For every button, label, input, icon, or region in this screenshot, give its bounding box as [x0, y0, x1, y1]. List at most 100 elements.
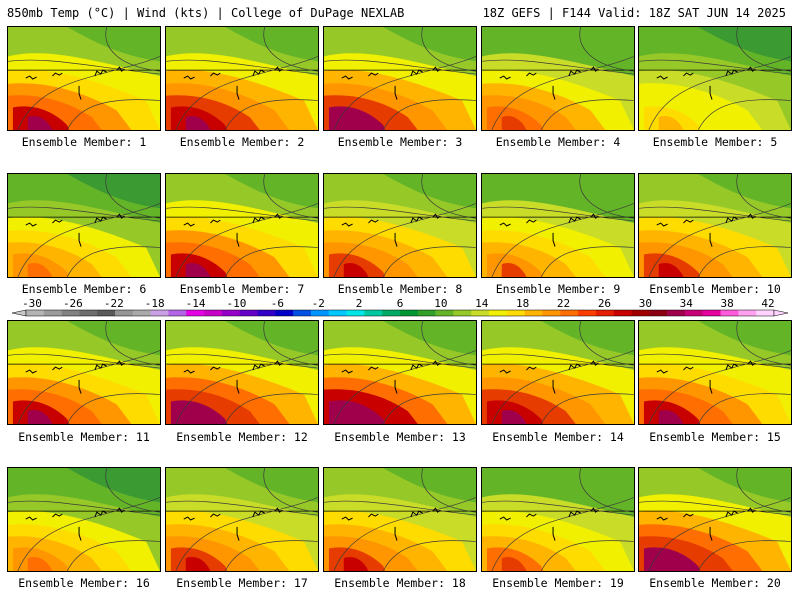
temp-shade-layer: [501, 116, 527, 130]
isotherm-contour: [324, 353, 476, 369]
coastline: [590, 66, 599, 72]
coastline: [78, 232, 82, 247]
ensemble-member-label: Ensemble Member: 2: [179, 135, 305, 149]
isotherm-contour: [175, 203, 318, 277]
coastline: [236, 85, 240, 100]
isotherm-contour: [166, 500, 318, 516]
colorbar-segment: [560, 310, 579, 316]
isotherm-contour: [697, 540, 791, 571]
cool-region: [225, 27, 318, 62]
coastline: [683, 219, 694, 224]
colorbar-segment: [346, 310, 365, 316]
colorbar-tick-label: -18: [145, 297, 165, 310]
isotherm-contour: [540, 540, 634, 571]
coastline: [274, 360, 283, 366]
coastline: [94, 510, 107, 518]
colorbar-segment: [453, 310, 472, 316]
temperature-colorbar: -30 -26 -22 -18 -14 -10 -6 -2 2 6 10 14 18 22 26 30 34 38…: [12, 297, 788, 317]
isotherm-contour: [8, 59, 160, 75]
isotherm-contour: [17, 203, 160, 277]
isotherm-contour: [66, 540, 160, 571]
isotherm-contour: [324, 206, 476, 222]
ensemble-member-label: Ensemble Member: 3: [337, 135, 463, 149]
ensemble-member-label: Ensemble Member: 15: [649, 430, 781, 444]
isotherm-contour: [639, 206, 791, 222]
colorbar-tick-label: 22: [557, 297, 570, 310]
ensemble-member-label: Ensemble Member: 4: [495, 135, 621, 149]
isotherm-contour: [105, 27, 160, 72]
isotherm-contour: [333, 350, 476, 424]
colorbar-segment: [275, 310, 294, 316]
coastline: [183, 369, 195, 374]
coastline: [341, 516, 353, 521]
ensemble-map-6: [7, 173, 161, 278]
colorbar-tick-label: -10: [227, 297, 247, 310]
isotherm-contour: [333, 203, 476, 277]
colorbar-tick-label: -14: [186, 297, 206, 310]
colorbar-segment: [435, 310, 454, 316]
colorbar-tick-label: 34: [680, 297, 694, 310]
coastline: [590, 213, 599, 219]
coastline: [590, 507, 599, 513]
isotherm-contour: [224, 246, 318, 277]
isotherm-contour: [66, 246, 160, 277]
coastline: [526, 219, 537, 224]
colorbar-segment: [667, 310, 686, 316]
colorbar-tick-label: -2: [312, 297, 325, 310]
coastline: [656, 369, 668, 374]
coastline: [52, 72, 63, 77]
isotherm-contour: [382, 246, 476, 277]
isotherm-contour: [639, 353, 791, 369]
ensemble-map-13: [323, 320, 477, 425]
colorbar-tick-label: 2: [356, 297, 363, 310]
temp-shade-layer: [343, 410, 369, 424]
isotherm-contour: [17, 497, 160, 571]
ensemble-map-4: [481, 26, 635, 131]
isotherm-contour: [639, 59, 791, 75]
ensemble-member-label: Ensemble Member: 14: [492, 430, 624, 444]
coastline: [94, 216, 107, 224]
temp-shade-layer: [185, 410, 211, 424]
coastline: [410, 69, 423, 77]
cool-region: [698, 174, 791, 209]
isotherm-contour: [17, 56, 160, 130]
temp-shade-layer: [27, 410, 53, 424]
isotherm-contour: [382, 540, 476, 571]
coastline: [116, 360, 125, 366]
ensemble-map-14: [481, 320, 635, 425]
isotherm-contour: [421, 174, 476, 219]
colorbar-segment: [756, 310, 775, 316]
colorbar-segment: [328, 310, 347, 316]
temp-shade-layer: [343, 116, 369, 130]
coastline: [432, 360, 441, 366]
isotherm-contour: [17, 350, 160, 424]
temp-shade-layer: [501, 263, 527, 277]
isotherm-contour: [482, 500, 634, 516]
coastline: [568, 363, 581, 371]
isotherm-contour: [166, 59, 318, 75]
ensemble-map-18: [323, 467, 477, 572]
coastline: [252, 216, 265, 224]
isotherm-contour: [736, 321, 791, 366]
temp-shade-layer: [343, 263, 369, 277]
colorbar-segment: [400, 310, 419, 316]
isotherm-contour: [736, 174, 791, 219]
coastline: [94, 363, 107, 371]
isotherm-contour: [324, 59, 476, 75]
isotherm-contour: [540, 393, 634, 424]
colorbar-min-arrow: [12, 309, 27, 317]
map-title: 850mb Temp (°C) | Wind (kts) | College o…: [7, 6, 405, 20]
colorbar-tick-label: -30: [22, 297, 42, 310]
coastline: [210, 366, 221, 371]
cool-region: [541, 174, 634, 209]
coastline: [526, 72, 537, 77]
colorbar-segment: [239, 310, 258, 316]
coastline: [52, 513, 63, 518]
temp-shade-layer: [185, 263, 211, 277]
coastline: [116, 213, 125, 219]
coastline: [368, 72, 379, 77]
coastline: [394, 379, 398, 394]
isotherm-contour: [8, 353, 160, 369]
ensemble-map-12: [165, 320, 319, 425]
coastline: [78, 379, 82, 394]
